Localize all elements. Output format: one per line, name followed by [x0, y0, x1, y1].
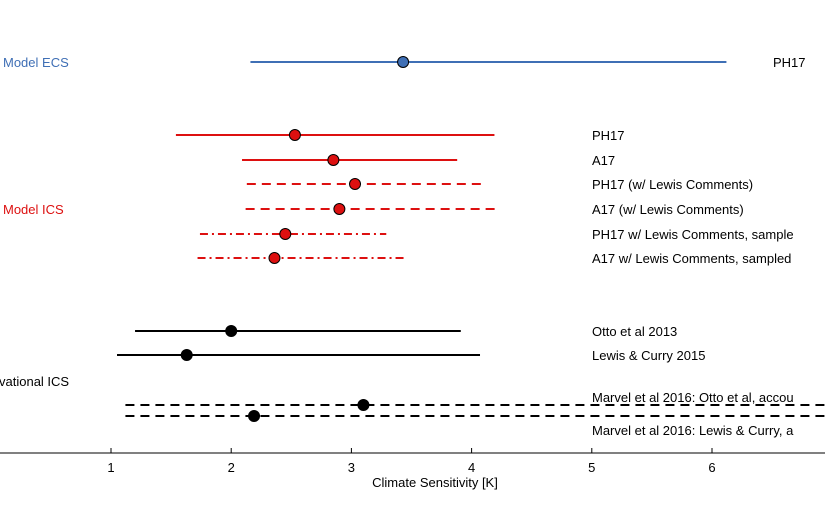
x-tick-label: 3 [348, 460, 355, 475]
error-bars [117, 56, 825, 422]
series-label: PH17 (w/ Lewis Comments) [592, 177, 753, 192]
x-axis: 1 2 3 4 5 6 Climate Sensitivity [K] [0, 448, 825, 490]
central-estimate-marker [279, 228, 292, 240]
group-labels: Model ECS Model ICS vational ICS [0, 55, 69, 389]
central-estimate-marker [268, 252, 281, 264]
central-estimate-marker [225, 325, 238, 337]
central-estimate-marker [397, 56, 410, 68]
x-axis-label: Climate Sensitivity [K] [372, 475, 498, 490]
series-label: A17 (w/ Lewis Comments) [592, 202, 744, 217]
x-tick-label: 1 [107, 460, 114, 475]
series-label: PH17 [773, 55, 806, 70]
series-label: PH17 w/ Lewis Comments, sample [592, 227, 794, 242]
x-tick-label: 6 [708, 460, 715, 475]
x-tick-label: 2 [228, 460, 235, 475]
series-label: Marvel et al 2016: Lewis & Curry, a [592, 423, 794, 438]
central-estimate-marker [180, 349, 193, 361]
series-label: Otto et al 2013 [592, 324, 677, 339]
central-estimate-marker [357, 399, 370, 411]
series-label: Marvel et al 2016: Otto et al, accou [592, 390, 794, 405]
central-estimate-marker [349, 178, 362, 190]
x-axis-ticks: 1 2 3 4 5 6 [107, 448, 716, 475]
group-label: Model ICS [3, 202, 64, 217]
x-tick-label: 5 [588, 460, 595, 475]
series-label: A17 w/ Lewis Comments, sampled [592, 251, 791, 266]
group-label: Model ECS [3, 55, 69, 70]
central-estimate-marker [288, 129, 301, 141]
series-label: A17 [592, 153, 615, 168]
x-tick-label: 4 [468, 460, 475, 475]
central-estimate-marker [333, 203, 346, 215]
series-labels: PH17 PH17 A17 PH17 (w/ Lewis Comments) A17 (… [592, 55, 806, 438]
series-label: PH17 [592, 128, 625, 143]
central-estimate-marker [327, 154, 340, 166]
series-label: Lewis & Curry 2015 [592, 348, 705, 363]
central-estimate-marker [248, 410, 261, 422]
group-label: vational ICS [0, 374, 69, 389]
